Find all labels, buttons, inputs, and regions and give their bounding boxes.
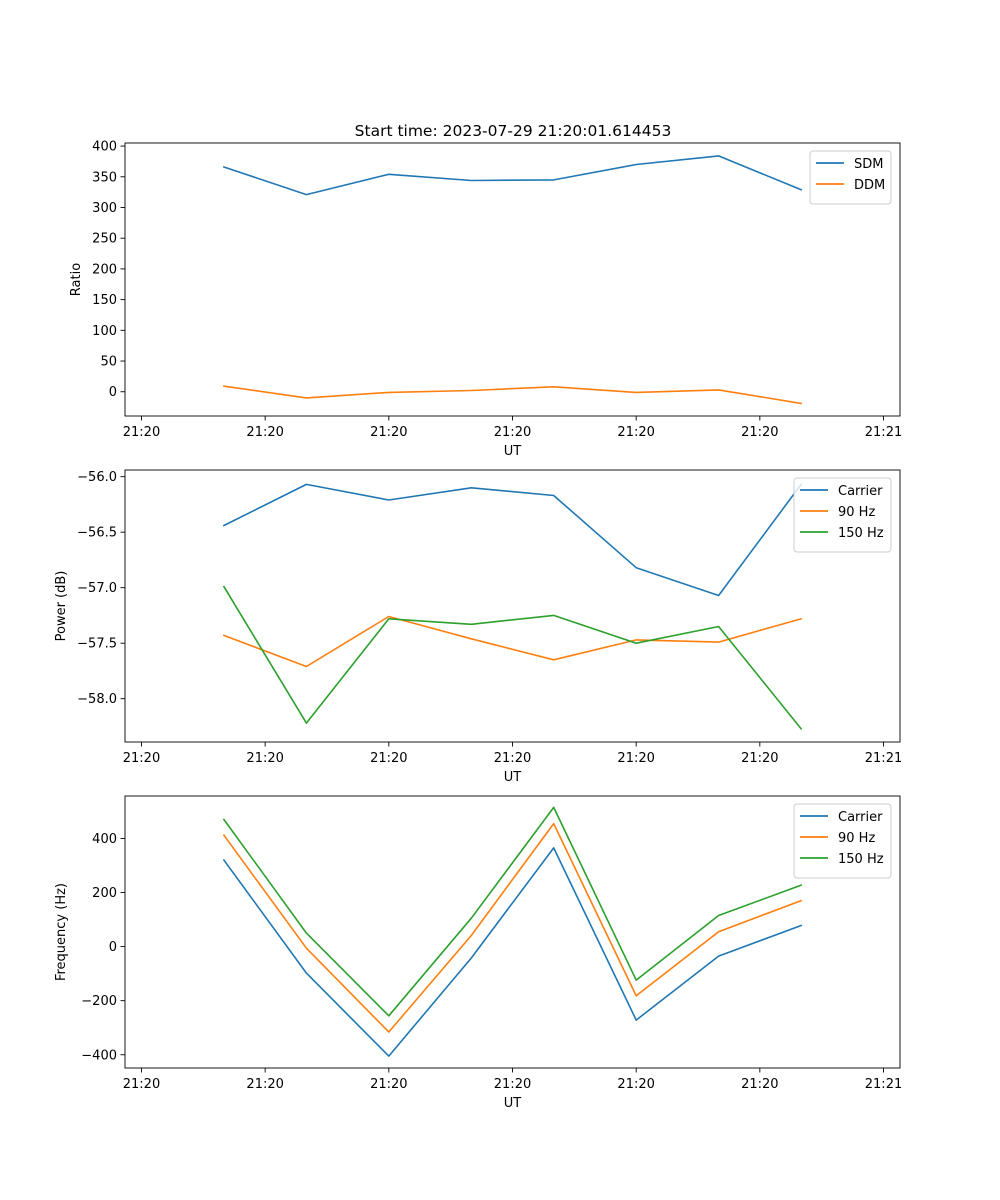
y-tick-label: −57.5 — [77, 637, 117, 652]
y-tick-label: 0 — [109, 385, 117, 400]
legend: Carrier 90 Hz 150 Hz — [793, 477, 892, 553]
x-tick-label: 21:20 — [494, 425, 531, 440]
y-tick-label: 350 — [92, 170, 117, 185]
x-tick-label: 21:20 — [741, 1077, 778, 1092]
series-line-90-hz — [222, 822, 803, 1033]
legend-box — [793, 477, 892, 553]
y-tick-label: 200 — [92, 262, 117, 277]
subplot-panels: 21:20 21:20 21:20 21:20 21:20 21:20 21:21 0 50 10… — [54, 140, 902, 1111]
x-axis-label: UT — [504, 770, 522, 785]
x-tick-label: 21:21 — [865, 751, 902, 766]
legend-label: DDM — [854, 178, 885, 193]
y-tick-label: −58.0 — [77, 692, 117, 707]
subplot-1: 21:20 21:20 21:20 21:20 21:20 21:20 21:21 0 50 10… — [69, 140, 902, 459]
x-tick-label: 21:20 — [494, 1077, 531, 1092]
legend-label: 150 Hz — [838, 526, 884, 541]
y-tick-label: −56.0 — [77, 470, 117, 485]
x-tick-label: 21:20 — [494, 751, 531, 766]
series-line-sdm — [222, 155, 803, 196]
series-line-carrier — [222, 847, 803, 1057]
y-axis-label: Ratio — [69, 263, 84, 296]
legend: SDM DDM — [809, 150, 892, 205]
x-tick-label: 21:21 — [865, 425, 902, 440]
series-line-90-hz — [222, 615, 803, 668]
legend-box — [809, 150, 892, 205]
x-tick-label: 21:20 — [370, 425, 407, 440]
series-line-carrier — [222, 483, 803, 597]
legend-label: Carrier — [838, 810, 883, 825]
x-tick-label: 21:20 — [246, 1077, 283, 1092]
y-axis-label: Power (dB) — [54, 571, 69, 642]
y-tick-label: 100 — [92, 324, 117, 339]
x-tick-label: 21:20 — [617, 1077, 654, 1092]
y-tick-label: 400 — [92, 832, 117, 847]
subplot-3: 21:20 21:20 21:20 21:20 21:20 21:20 21:21 400 20… — [54, 795, 902, 1111]
y-axis-label: Frequency (Hz) — [54, 883, 69, 981]
x-tick-label: 21:20 — [123, 425, 160, 440]
x-tick-label: 21:20 — [123, 1077, 160, 1092]
y-tick-label: 50 — [100, 355, 117, 370]
subplot-2: 21:20 21:20 21:20 21:20 21:20 21:20 21:21 −56.0… — [54, 469, 902, 785]
x-axis-label: UT — [504, 1096, 522, 1111]
x-tick-label: 21:20 — [370, 1077, 407, 1092]
x-axis-label: UT — [504, 444, 522, 459]
legend-label: SDM — [854, 157, 883, 172]
x-tick-label: 21:20 — [741, 751, 778, 766]
y-tick-label: 150 — [92, 293, 117, 308]
y-tick-label: 400 — [92, 140, 117, 155]
series-line-150-hz — [222, 585, 803, 730]
x-tick-label: 21:21 — [865, 1077, 902, 1092]
y-tick-label: −200 — [81, 994, 117, 1009]
y-tick-label: 200 — [92, 886, 117, 901]
y-tick-label: −57.0 — [77, 581, 117, 596]
x-tick-label: 21:20 — [246, 751, 283, 766]
x-tick-label: 21:20 — [370, 751, 407, 766]
legend-label: Carrier — [838, 484, 883, 499]
legend-box — [793, 803, 892, 879]
y-tick-label: −56.5 — [77, 526, 117, 541]
figure-title: Start time: 2023-07-29 21:20:01.614453 — [355, 122, 672, 140]
y-tick-label: 0 — [109, 940, 117, 955]
y-tick-label: −400 — [81, 1048, 117, 1063]
x-tick-label: 21:20 — [617, 425, 654, 440]
series-line-150-hz — [222, 806, 803, 1017]
legend: Carrier 90 Hz 150 Hz — [793, 803, 892, 879]
x-tick-label: 21:20 — [123, 751, 160, 766]
y-tick-label: 250 — [92, 232, 117, 247]
x-tick-label: 21:20 — [617, 751, 654, 766]
legend-label: 90 Hz — [838, 505, 875, 520]
legend-label: 150 Hz — [838, 852, 884, 867]
legend-label: 90 Hz — [838, 831, 875, 846]
x-tick-label: 21:20 — [741, 425, 778, 440]
series-line-ddm — [222, 385, 803, 405]
x-tick-label: 21:20 — [246, 425, 283, 440]
y-tick-label: 300 — [92, 201, 117, 216]
